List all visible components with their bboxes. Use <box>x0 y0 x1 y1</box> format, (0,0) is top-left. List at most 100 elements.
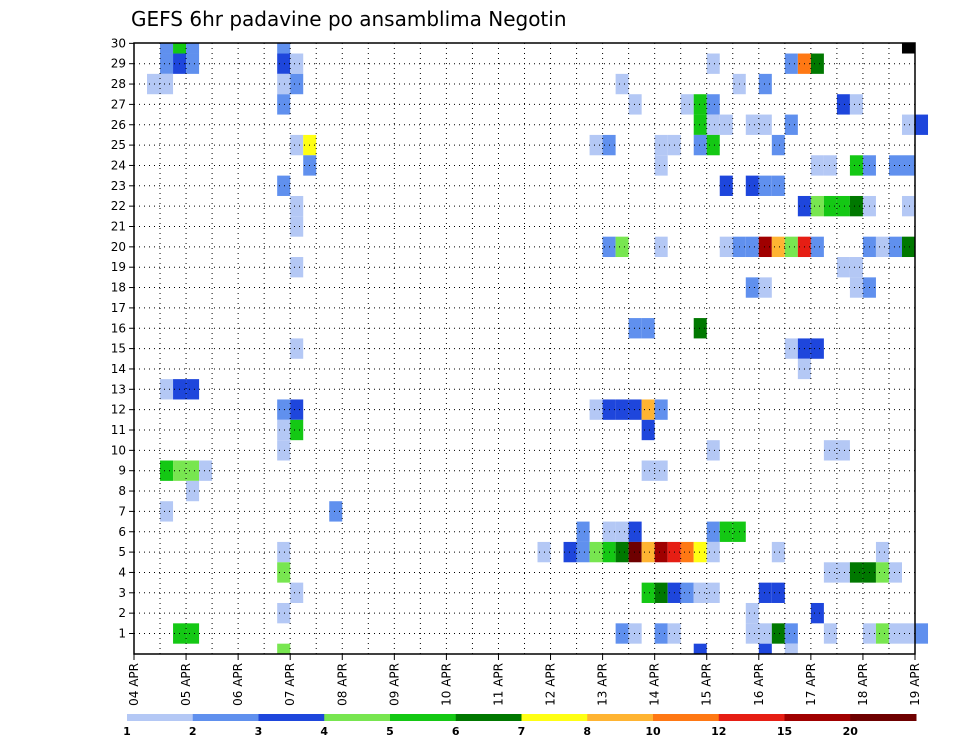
heatmap-cell <box>875 562 889 583</box>
heatmap-cell <box>628 541 642 563</box>
heatmap-cell <box>186 43 200 54</box>
heatmap-cell <box>693 318 707 339</box>
colorbar-swatch <box>587 714 654 721</box>
y-tick-label: 19 <box>111 260 126 274</box>
heatmap-cell <box>277 94 291 115</box>
colorbar-swatch <box>324 714 391 721</box>
heatmap-cell <box>771 175 785 196</box>
heatmap-cell <box>784 623 798 644</box>
colorbar-swatch <box>127 714 194 721</box>
colorbar-label: 6 <box>452 725 460 738</box>
heatmap-cell <box>745 277 759 298</box>
heatmap-cell <box>758 114 772 135</box>
heatmap-cell <box>680 94 694 115</box>
heatmap-cell <box>277 73 291 95</box>
heatmap-cell <box>641 318 655 339</box>
x-axis: 04 APR 05 APR 06 APR 07 APR 08 APR 09 APR 10 A… <box>127 654 922 706</box>
heatmap-cell <box>758 582 772 603</box>
heatmap-cell <box>888 236 902 258</box>
x-tick-label: 14 APR <box>648 663 662 706</box>
heatmap-cell <box>810 195 824 217</box>
heatmap-cell <box>706 582 720 603</box>
heatmap-cell <box>628 521 642 542</box>
heatmap-cell <box>589 134 603 156</box>
heatmap-cell <box>654 582 668 603</box>
heatmap-cell <box>901 236 915 258</box>
heatmap-cell <box>589 541 603 563</box>
x-tick-label: 11 APR <box>492 663 506 706</box>
heatmap-cell <box>745 623 759 644</box>
heatmap-cell <box>654 236 668 258</box>
heatmap-cell <box>693 582 707 603</box>
y-tick-label: 6 <box>118 525 126 539</box>
heatmap-cell <box>277 602 291 624</box>
heatmap-cell <box>888 562 902 583</box>
colorbar: 1 2 3 4 5 6 7 8 10 12 15 20 <box>123 714 917 738</box>
heatmap-cell <box>810 236 824 258</box>
heatmap-cell <box>875 623 889 644</box>
heatmap-cell <box>290 53 304 74</box>
heatmap-cell <box>875 541 889 563</box>
heatmap-cell <box>654 399 668 420</box>
heatmap-cell <box>277 399 291 420</box>
heatmap-cell <box>745 602 759 624</box>
x-tick-label: 16 APR <box>752 663 766 706</box>
x-tick-label: 12 APR <box>544 663 558 706</box>
heatmap-cell <box>277 541 291 563</box>
heatmap-cell <box>836 562 850 583</box>
heatmap-cell <box>706 114 720 135</box>
y-tick-label: 8 <box>118 484 126 498</box>
colorbar-label: 5 <box>386 725 394 738</box>
colorbar-swatch <box>521 714 588 721</box>
heatmap-cell <box>693 114 707 135</box>
x-tick-label: 06 APR <box>231 663 245 706</box>
grid-lines <box>134 43 915 654</box>
heatmap-cell <box>654 134 668 156</box>
heatmap-cell <box>186 460 200 481</box>
y-tick-label: 7 <box>118 504 126 518</box>
heatmap-cell <box>290 216 304 237</box>
x-tick-label: 19 APR <box>908 663 922 706</box>
y-tick-label: 16 <box>111 321 126 335</box>
heatmap-cell <box>706 94 720 115</box>
heatmap-cell <box>277 419 291 441</box>
y-tick-label: 20 <box>111 240 126 254</box>
heatmap-cell <box>901 155 915 176</box>
heatmap-cell <box>693 541 707 563</box>
heatmap-cell <box>186 480 200 502</box>
colorbar-swatch <box>850 714 917 721</box>
heatmap-cell <box>771 541 785 563</box>
heatmap-cell <box>915 114 929 135</box>
heatmap-cell <box>823 440 837 461</box>
x-tick-label: 17 APR <box>804 663 818 706</box>
heatmap-cell <box>693 134 707 156</box>
heatmap-cell <box>915 623 929 644</box>
colorbar-label: 15 <box>777 725 792 738</box>
heatmap-cell <box>615 521 629 542</box>
heatmap-cell <box>875 236 889 258</box>
y-tick-label: 4 <box>118 565 126 579</box>
heatmap-cell <box>771 134 785 156</box>
colorbar-label: 2 <box>189 725 197 738</box>
heatmap-cell <box>186 379 200 400</box>
x-tick-label: 08 APR <box>335 663 349 706</box>
heatmap-cell <box>654 541 668 563</box>
heatmap-cell <box>758 73 772 95</box>
y-tick-label: 25 <box>111 138 126 152</box>
colorbar-label: 1 <box>123 725 131 738</box>
y-tick-label: 22 <box>111 199 126 213</box>
heatmap-cell <box>147 73 161 95</box>
colorbar-swatch <box>455 714 522 721</box>
heatmap-cell <box>277 43 291 54</box>
y-tick-label: 29 <box>111 57 126 71</box>
heatmap-cell <box>784 53 798 74</box>
heatmap-cell <box>706 521 720 542</box>
heatmap-cell <box>901 623 915 644</box>
x-tick-label: 07 APR <box>283 663 297 706</box>
heatmap-cell <box>719 521 733 542</box>
heatmap-cell <box>784 236 798 258</box>
colorbar-label: 3 <box>255 725 263 738</box>
heatmap-cell <box>654 460 668 481</box>
heatmap-cells <box>147 43 929 654</box>
